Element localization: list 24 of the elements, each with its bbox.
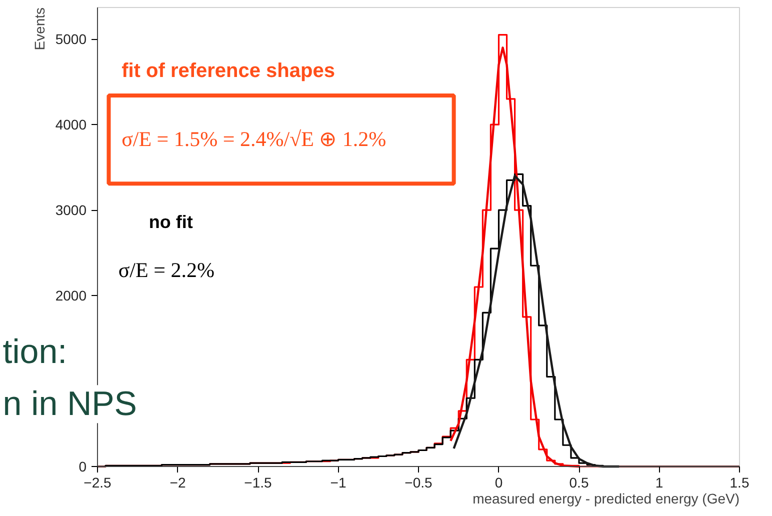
annotation: fit of reference shapes bbox=[122, 60, 335, 82]
text: tion: bbox=[2, 332, 68, 371]
line-series bbox=[452, 174, 620, 468]
y-tick-label: 3000 bbox=[55, 202, 87, 218]
x-tick-label: −2.5 bbox=[84, 474, 112, 490]
y-axis-title: Events bbox=[32, 7, 48, 50]
x-tick-label: 1.5 bbox=[730, 474, 750, 490]
x-tick-label: −2 bbox=[170, 474, 186, 490]
line-series bbox=[450, 46, 580, 468]
annotation: σ/E = 1.5% = 2.4%/√E ⊕ 1.2% bbox=[122, 127, 386, 152]
x-tick-label: −0.5 bbox=[404, 474, 433, 490]
x-tick-label: −1 bbox=[330, 474, 346, 490]
annotation: no fit bbox=[148, 212, 193, 232]
annotation: n in NPS bbox=[2, 385, 137, 424]
x-tick-label: 0 bbox=[494, 474, 503, 490]
x-tick-label: 1 bbox=[655, 474, 664, 490]
x-tick-label: 0.5 bbox=[569, 474, 589, 490]
y-tick-label: 5000 bbox=[55, 31, 87, 48]
y-tick-label: 4000 bbox=[55, 116, 87, 133]
x-tick-label: −1.5 bbox=[244, 474, 272, 490]
annotation: σ/E = 2.2% bbox=[118, 258, 214, 282]
y-tick-label: 0 bbox=[78, 458, 87, 474]
y-tick-label: 2000 bbox=[55, 288, 87, 304]
x-axis-title: measured energy - predicted energy (GeV) bbox=[472, 490, 740, 506]
